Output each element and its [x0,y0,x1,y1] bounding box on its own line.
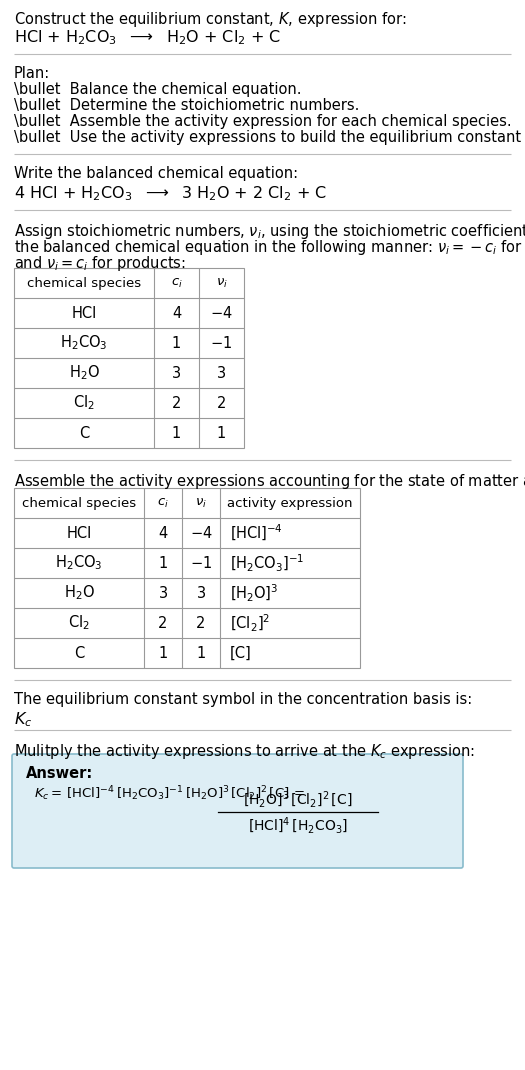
Text: $[\mathrm{HCl}]^4 \, [\mathrm{H_2CO_3}]$: $[\mathrm{HCl}]^4 \, [\mathrm{H_2CO_3}]$ [247,815,348,836]
FancyBboxPatch shape [12,754,463,868]
Text: 2: 2 [196,615,206,630]
Text: [H$_2$CO$_3$]$^{-1}$: [H$_2$CO$_3$]$^{-1}$ [230,552,304,574]
Text: 4 HCl + H$_2$CO$_3$  $\longrightarrow$  3 H$_2$O + 2 Cl$_2$ + C: 4 HCl + H$_2$CO$_3$ $\longrightarrow$ 3 … [14,184,327,202]
Text: $\nu_i$: $\nu_i$ [216,276,227,290]
Text: $-1$: $-1$ [211,335,233,351]
Text: H$_2$CO$_3$: H$_2$CO$_3$ [55,553,103,572]
Text: [C]: [C] [230,645,252,660]
Text: C: C [74,645,84,660]
Text: The equilibrium constant symbol in the concentration basis is:: The equilibrium constant symbol in the c… [14,692,472,707]
Text: Construct the equilibrium constant, $K$, expression for:: Construct the equilibrium constant, $K$,… [14,10,407,29]
Text: 3: 3 [172,366,181,381]
Text: 2: 2 [217,396,226,411]
Text: HCl: HCl [71,306,97,321]
Text: HCl + H$_2$CO$_3$  $\longrightarrow$  H$_2$O + Cl$_2$ + C: HCl + H$_2$CO$_3$ $\longrightarrow$ H$_2… [14,28,281,47]
Bar [14,268,244,448]
Text: 4: 4 [159,525,167,540]
Text: Cl$_2$: Cl$_2$ [73,394,95,412]
Text: $\nu_i$: $\nu_i$ [195,496,207,509]
Text: 3: 3 [196,585,206,600]
Text: $c_i$: $c_i$ [157,496,169,509]
Text: 1: 1 [172,336,181,351]
Text: $-4$: $-4$ [190,525,212,541]
Text: $K_c$: $K_c$ [14,710,33,729]
Text: HCl: HCl [66,525,92,540]
Text: Plan:: Plan: [14,66,50,81]
Text: 2: 2 [159,615,167,630]
Text: 1: 1 [172,426,181,441]
Text: the balanced chemical equation in the following manner: $\nu_i = -c_i$ for react: the balanced chemical equation in the fo… [14,238,525,257]
Text: H$_2$CO$_3$: H$_2$CO$_3$ [60,334,108,352]
Text: \bullet  Determine the stoichiometric numbers.: \bullet Determine the stoichiometric num… [14,98,360,113]
Text: Write the balanced chemical equation:: Write the balanced chemical equation: [14,166,298,181]
Text: Assign stoichiometric numbers, $\nu_i$, using the stoichiometric coefficients, $: Assign stoichiometric numbers, $\nu_i$, … [14,221,525,241]
Text: Mulitply the activity expressions to arrive at the $K_c$ expression:: Mulitply the activity expressions to arr… [14,742,475,761]
Text: 2: 2 [172,396,181,411]
Text: 3: 3 [217,366,226,381]
Text: 1: 1 [159,645,167,660]
Text: 4: 4 [172,306,181,321]
Text: chemical species: chemical species [22,496,136,509]
Text: 1: 1 [217,426,226,441]
Text: $-4$: $-4$ [210,305,233,321]
Text: and $\nu_i = c_i$ for products:: and $\nu_i = c_i$ for products: [14,254,186,273]
Text: Answer:: Answer: [26,766,93,781]
Text: Assemble the activity expressions accounting for the state of matter and $\nu_i$: Assemble the activity expressions accoun… [14,472,525,491]
Text: [Cl$_2$]$^2$: [Cl$_2$]$^2$ [230,612,270,633]
Text: [HCl]$^{-4}$: [HCl]$^{-4}$ [230,523,283,544]
Text: chemical species: chemical species [27,276,141,290]
Text: C: C [79,426,89,441]
Bar [14,488,360,668]
Text: 1: 1 [196,645,206,660]
Text: \bullet  Balance the chemical equation.: \bullet Balance the chemical equation. [14,82,301,97]
Text: 3: 3 [159,585,167,600]
Text: 1: 1 [159,555,167,570]
Text: activity expression: activity expression [227,496,353,509]
Text: $[\mathrm{H_2O}]^3 \, [\mathrm{Cl_2}]^2 \, [\mathrm{C}]$: $[\mathrm{H_2O}]^3 \, [\mathrm{Cl_2}]^2 … [243,790,352,810]
Text: [H$_2$O]$^3$: [H$_2$O]$^3$ [230,582,278,603]
Text: $c_i$: $c_i$ [171,276,182,290]
Text: H$_2$O: H$_2$O [69,364,99,382]
Text: $-1$: $-1$ [190,555,212,571]
Text: $K_c = \, [\mathrm{HCl}]^{-4} \, [\mathrm{H_2CO_3}]^{-1} \, [\mathrm{H_2O}]^{3} : $K_c = \, [\mathrm{HCl}]^{-4} \, [\mathr… [34,784,305,804]
Text: \bullet  Assemble the activity expression for each chemical species.: \bullet Assemble the activity expression… [14,114,512,129]
Text: \bullet  Use the activity expressions to build the equilibrium constant expressi: \bullet Use the activity expressions to … [14,129,525,146]
Text: Cl$_2$: Cl$_2$ [68,614,90,632]
Text: H$_2$O: H$_2$O [64,583,94,602]
